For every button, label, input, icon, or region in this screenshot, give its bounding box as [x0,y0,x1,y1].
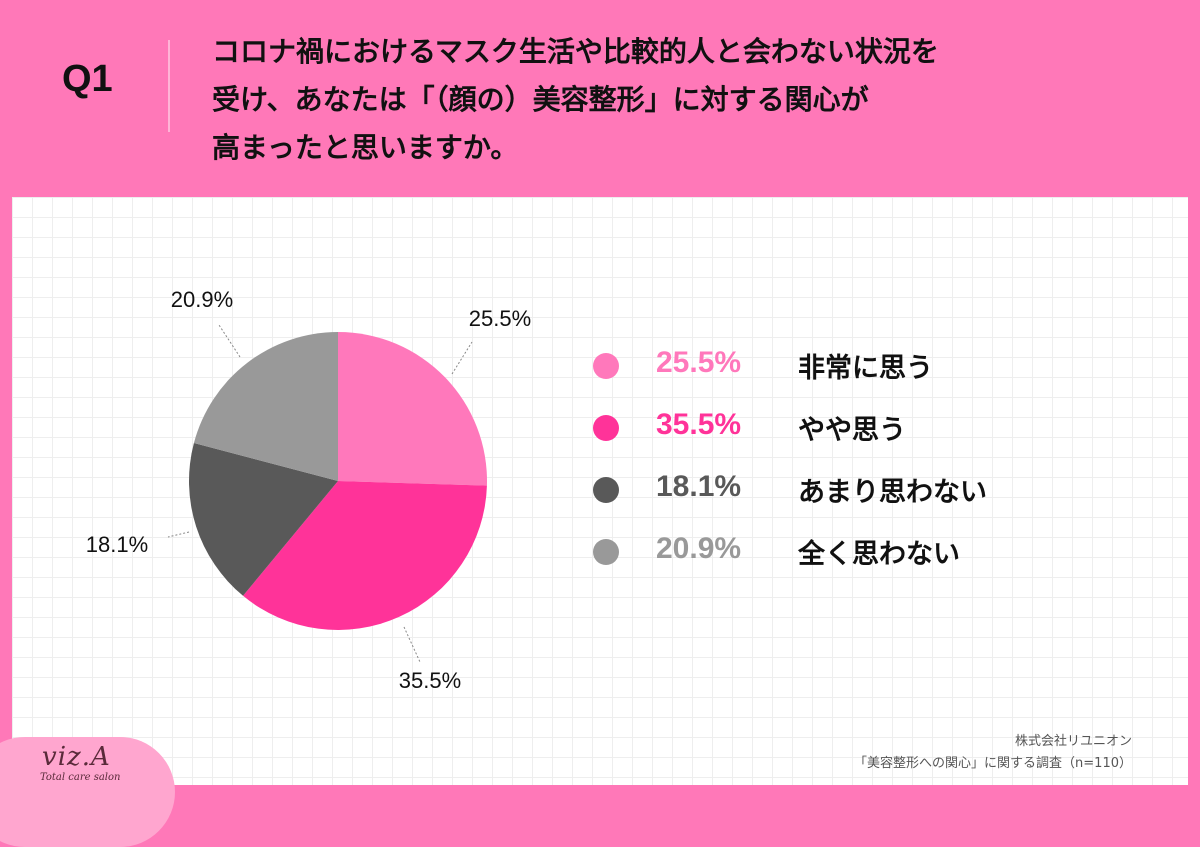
pie-slice [193,332,338,481]
legend-dot [593,477,619,503]
legend-percent: 20.9% [656,532,742,565]
pie-slice [338,332,488,486]
survey-credit: 「美容整形への関心」に関する調査（n=110） [854,756,1132,771]
slice-data-label: 18.1% [86,532,148,557]
slice-data-label: 25.5% [469,306,531,331]
legend-item: 20.9% 全く思わない [590,528,1110,590]
legend-dot [593,353,619,379]
question-line-3: 高まったと思いますか。 [212,131,519,164]
pie-slice [188,443,338,596]
legend-label: 非常に思う [798,353,933,384]
brand-logo: viz.A [42,742,111,772]
brand-tagline: Total care salon [40,772,121,783]
leader-line [167,531,190,538]
question-number: Q1 [62,58,113,100]
leader-line [218,324,241,358]
slice-data-label: 20.9% [171,287,233,312]
company-credit: 株式会社リユニオン [1014,734,1132,749]
legend-label: やや思う [798,415,906,446]
legend-dot [593,415,619,441]
question-text: コロナ禍におけるマスク生活や比較的人と会わない状況を 受け、あなたは「（顔の）美… [212,28,1142,172]
legend: 25.5% 非常に思う 35.5% やや思う 18.1% あまり思わない 20.… [590,342,1110,590]
legend-item: 35.5% やや思う [590,404,1110,466]
legend-percent: 35.5% [656,408,742,441]
header-divider [168,40,170,132]
question-line-1: コロナ禍におけるマスク生活や比較的人と会わない状況を [212,35,939,68]
legend-item: 25.5% 非常に思う [590,342,1110,404]
pie-slice [243,481,487,630]
legend-item: 18.1% あまり思わない [590,466,1110,528]
legend-percent: 18.1% [656,470,742,503]
leader-line [403,626,421,663]
legend-label: 全く思わない [798,539,960,570]
legend-dot [593,539,619,565]
leader-line [451,341,473,375]
question-line-2: 受け、あなたは「（顔の）美容整形」に対する関心が [212,83,869,116]
slice-data-label: 35.5% [399,668,461,693]
pie-chart: 25.5% 35.5% 18.1% 20.9% [86,287,531,693]
legend-label: あまり思わない [798,477,987,508]
legend-percent: 25.5% [656,346,742,379]
